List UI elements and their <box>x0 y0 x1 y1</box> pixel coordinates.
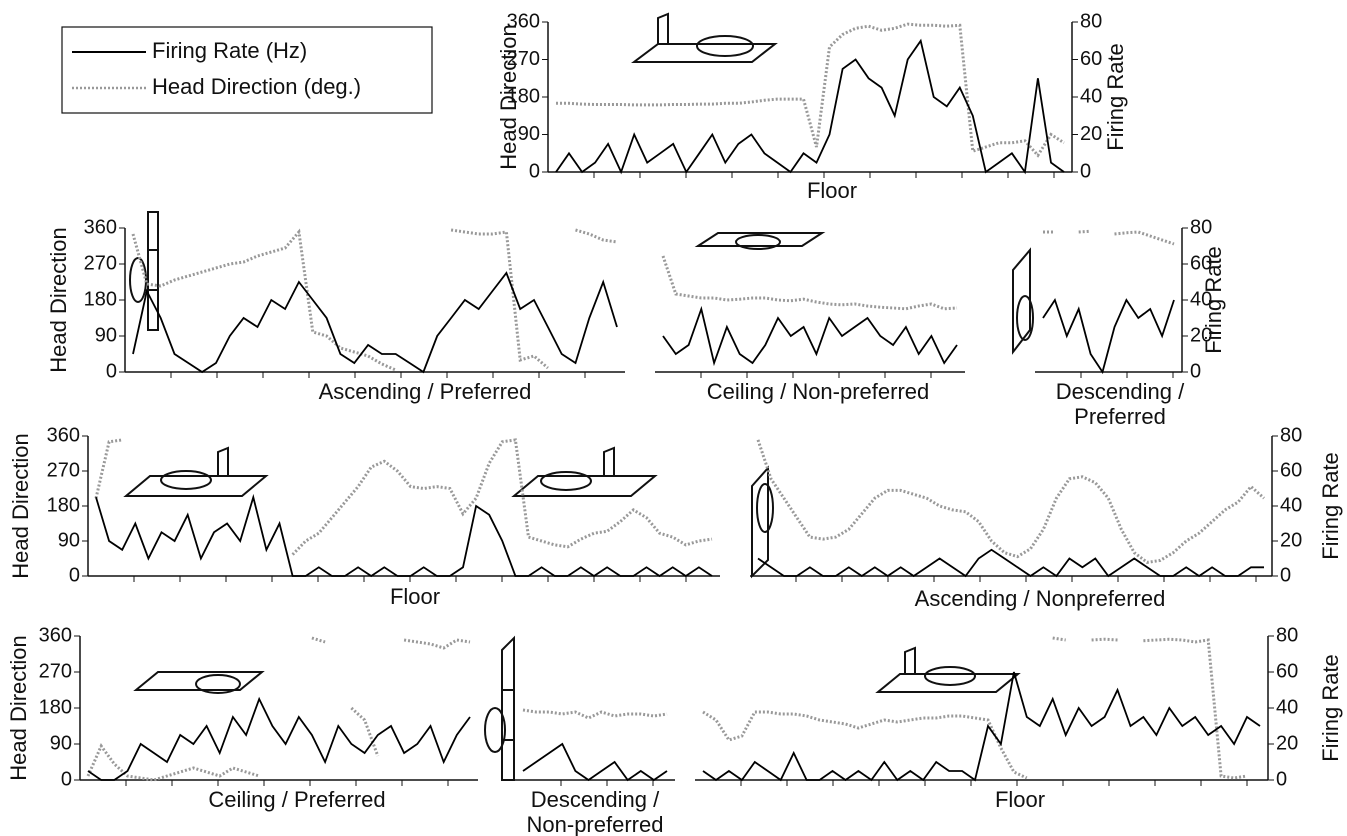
head-direction-line <box>661 255 958 311</box>
y2-tick-label: 60 <box>1280 459 1302 481</box>
y-axis-title: Head Direction <box>496 24 521 170</box>
y2-tick-label: 0 <box>1190 360 1201 382</box>
y-axis-title: Head Direction <box>6 635 31 781</box>
y2-tick-label: 80 <box>1280 424 1302 446</box>
x-axis-title: Ceiling / Preferred <box>208 787 385 812</box>
head-direction-line <box>86 636 471 782</box>
x-axis-title: Descending / <box>1056 379 1185 404</box>
y-tick-label: 360 <box>47 424 80 446</box>
y2-tick-label: 40 <box>1280 494 1302 516</box>
firing-rate-line <box>702 671 1261 782</box>
firing-rate-line <box>132 271 618 374</box>
y-tick-label: 270 <box>39 660 72 682</box>
head-direction-line <box>94 438 713 556</box>
y2-tick-label: 40 <box>1276 696 1298 718</box>
head-direction-line <box>131 228 618 372</box>
y2-tick-label: 20 <box>1080 123 1102 145</box>
y2-tick-label: 80 <box>1190 216 1212 238</box>
x-axis-title: Ceiling / Non-preferred <box>707 379 930 404</box>
y2-axis-title: Firing Rate <box>1103 43 1128 151</box>
y2-tick-label: 20 <box>1276 732 1298 754</box>
firing-rate-line <box>757 548 1264 578</box>
x-axis-title: Descending / <box>531 787 660 812</box>
x-axis-title: Floor <box>390 584 440 609</box>
y-tick-label: 90 <box>95 324 117 346</box>
y-tick-label: 270 <box>47 459 80 481</box>
x-axis-title: Ascending / Nonpreferred <box>915 586 1166 611</box>
y2-tick-label: 40 <box>1080 85 1102 107</box>
y2-tick-label: 60 <box>1080 48 1102 70</box>
y-tick-label: 360 <box>84 216 117 238</box>
y-tick-label: 360 <box>507 10 540 32</box>
y-tick-label: 270 <box>84 252 117 274</box>
firing-rate-line <box>555 38 1065 175</box>
firing-rate-line <box>95 493 713 578</box>
firing-rate-line <box>662 305 958 367</box>
head-direction-line <box>522 708 668 720</box>
legend-box <box>61 26 433 114</box>
x-axis-title: Ascending / Preferred <box>319 379 532 404</box>
y-tick-label: 0 <box>106 360 117 382</box>
y-axis-title: Head Direction <box>46 227 71 373</box>
x-axis-title: Preferred <box>1074 404 1166 429</box>
firing-rate-line <box>1042 297 1175 375</box>
x-axis-title: Floor <box>995 787 1045 812</box>
firing-rate-line <box>87 696 471 781</box>
y2-tick-label: 60 <box>1190 252 1212 274</box>
y2-tick-label: 80 <box>1276 624 1298 646</box>
y2-tick-label: 40 <box>1190 288 1212 310</box>
y-tick-label: 180 <box>507 85 540 107</box>
legend-label: Firing Rate (Hz) <box>152 38 307 63</box>
icons <box>123 12 1034 781</box>
firing-rate-line <box>522 742 668 782</box>
y-tick-label: 0 <box>69 564 80 586</box>
y2-tick-label: 80 <box>1080 10 1102 32</box>
y-tick-label: 0 <box>529 160 540 182</box>
y2-tick-label: 20 <box>1280 529 1302 551</box>
y-tick-label: 90 <box>50 732 72 754</box>
y2-tick-label: 0 <box>1276 768 1287 790</box>
y-tick-label: 180 <box>84 288 117 310</box>
y2-tick-label: 60 <box>1276 660 1298 682</box>
y-tick-label: 270 <box>507 48 540 70</box>
head-direction-line <box>556 22 1065 158</box>
y-tick-label: 180 <box>47 494 80 516</box>
y2-tick-label: 0 <box>1280 564 1291 586</box>
head-direction-line <box>1043 229 1175 246</box>
head-direction-line <box>702 636 1248 780</box>
head-direction-line <box>756 439 1265 564</box>
y2-tick-label: 20 <box>1190 324 1212 346</box>
y2-axis-title: Firing Rate <box>1318 654 1343 762</box>
y-tick-label: 180 <box>39 696 72 718</box>
y-tick-label: 360 <box>39 624 72 646</box>
legend-label: Head Direction (deg.) <box>152 74 361 99</box>
x-axis-title: Floor <box>807 178 857 203</box>
y2-axis-title: Firing Rate <box>1201 246 1226 354</box>
y-tick-label: 90 <box>58 529 80 551</box>
y2-axis-title: Firing Rate <box>1318 452 1343 560</box>
y2-tick-label: 0 <box>1080 160 1091 182</box>
y-tick-label: 90 <box>518 123 540 145</box>
y-axis-title: Head Direction <box>8 433 33 579</box>
y-tick-label: 0 <box>61 768 72 790</box>
x-axis-title: Non-preferred <box>527 812 664 836</box>
